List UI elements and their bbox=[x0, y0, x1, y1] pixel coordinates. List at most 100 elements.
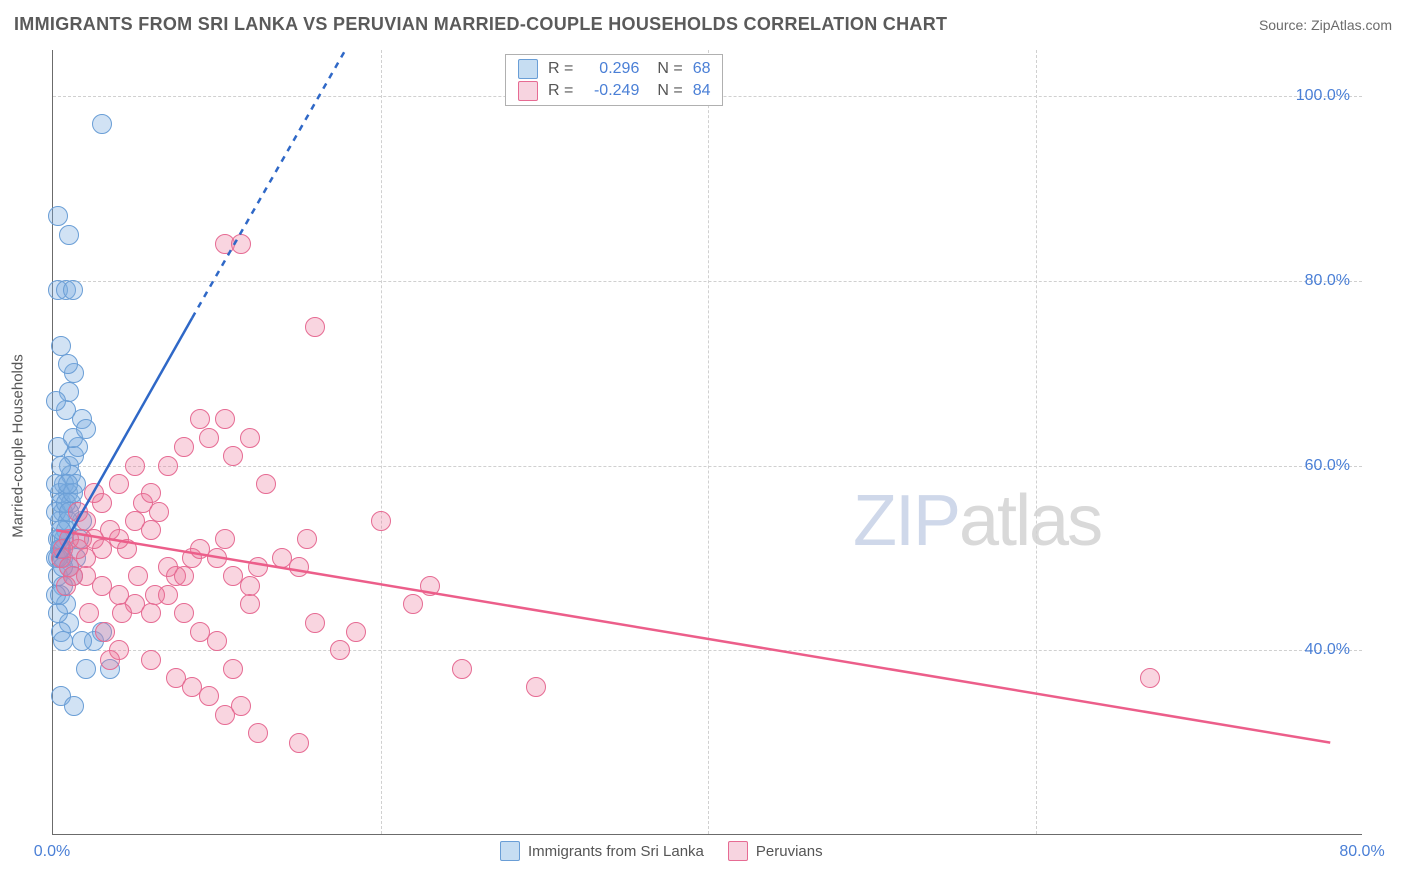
y-tick-label: 40.0% bbox=[1305, 641, 1350, 659]
n-value: 68 bbox=[693, 60, 711, 78]
scatter-point-peruvians bbox=[420, 576, 440, 596]
scatter-point-peruvians bbox=[305, 317, 325, 337]
scatter-point-sri_lanka bbox=[48, 603, 68, 623]
n-value: 84 bbox=[693, 82, 711, 100]
scatter-point-sri_lanka bbox=[53, 631, 73, 651]
scatter-point-peruvians bbox=[526, 677, 546, 697]
scatter-point-peruvians bbox=[141, 483, 161, 503]
chart-source: Source: ZipAtlas.com bbox=[1259, 17, 1392, 33]
correlation-legend-row: R =-0.249N =84 bbox=[518, 81, 710, 101]
scatter-point-peruvians bbox=[215, 529, 235, 549]
legend-item: Immigrants from Sri Lanka bbox=[500, 841, 704, 861]
scatter-point-sri_lanka bbox=[63, 280, 83, 300]
r-label: R = bbox=[548, 82, 573, 100]
scatter-point-peruvians bbox=[248, 723, 268, 743]
scatter-point-peruvians bbox=[158, 456, 178, 476]
scatter-point-peruvians bbox=[84, 483, 104, 503]
scatter-point-peruvians bbox=[289, 557, 309, 577]
n-label: N = bbox=[657, 60, 682, 78]
scatter-point-sri_lanka bbox=[46, 391, 66, 411]
scatter-point-sri_lanka bbox=[51, 336, 71, 356]
scatter-point-sri_lanka bbox=[76, 419, 96, 439]
scatter-point-sri_lanka bbox=[58, 354, 78, 374]
scatter-point-peruvians bbox=[145, 585, 165, 605]
scatter-point-peruvians bbox=[199, 428, 219, 448]
r-value: 0.296 bbox=[583, 60, 639, 78]
scatter-point-peruvians bbox=[207, 631, 227, 651]
scatter-point-sri_lanka bbox=[72, 631, 92, 651]
scatter-point-peruvians bbox=[207, 548, 227, 568]
scatter-point-peruvians bbox=[231, 234, 251, 254]
correlation-legend-row: R = 0.296 N = 68 bbox=[518, 59, 710, 79]
scatter-point-peruvians bbox=[223, 659, 243, 679]
scatter-point-peruvians bbox=[248, 557, 268, 577]
scatter-point-peruvians bbox=[231, 696, 251, 716]
x-tick-label: 80.0% bbox=[1339, 843, 1384, 861]
scatter-point-sri_lanka bbox=[64, 696, 84, 716]
scatter-chart: ZIPatlas 40.0% 60.0% 80.0% 100.0% R = 0.296 N … bbox=[52, 50, 1362, 835]
scatter-point-peruvians bbox=[141, 603, 161, 623]
scatter-point-peruvians bbox=[72, 529, 92, 549]
scatter-point-peruvians bbox=[112, 603, 132, 623]
scatter-point-peruvians bbox=[141, 520, 161, 540]
legend-swatch bbox=[728, 841, 748, 861]
scatter-point-peruvians bbox=[95, 622, 115, 642]
y-tick-label: 100.0% bbox=[1296, 87, 1350, 105]
gridline-vertical bbox=[381, 50, 382, 834]
legend-swatch bbox=[518, 59, 538, 79]
scatter-point-sri_lanka bbox=[76, 659, 96, 679]
watermark-atlas: atlas bbox=[959, 481, 1101, 561]
chart-title: IMMIGRANTS FROM SRI LANKA VS PERUVIAN MA… bbox=[14, 14, 947, 35]
y-tick-label: 80.0% bbox=[1305, 272, 1350, 290]
scatter-point-sri_lanka bbox=[51, 456, 71, 476]
scatter-point-peruvians bbox=[240, 428, 260, 448]
scatter-point-peruvians bbox=[371, 511, 391, 531]
scatter-point-sri_lanka bbox=[48, 437, 68, 457]
scatter-point-peruvians bbox=[256, 474, 276, 494]
scatter-point-peruvians bbox=[174, 603, 194, 623]
scatter-point-peruvians bbox=[100, 650, 120, 670]
legend-label: Peruvians bbox=[756, 843, 823, 860]
scatter-point-peruvians bbox=[223, 446, 243, 466]
chart-header: IMMIGRANTS FROM SRI LANKA VS PERUVIAN MA… bbox=[14, 14, 1392, 35]
scatter-point-peruvians bbox=[240, 594, 260, 614]
scatter-point-peruvians bbox=[76, 511, 96, 531]
correlation-legend: R = 0.296 N = 68 R =-0.249N =84 bbox=[505, 54, 723, 106]
scatter-point-peruvians bbox=[199, 686, 219, 706]
scatter-point-peruvians bbox=[190, 409, 210, 429]
x-tick-label: 0.0% bbox=[34, 843, 70, 861]
r-label: R = bbox=[548, 60, 573, 78]
legend-label: Immigrants from Sri Lanka bbox=[528, 843, 704, 860]
scatter-point-peruvians bbox=[141, 650, 161, 670]
watermark-zip: ZIP bbox=[853, 481, 959, 561]
legend-swatch bbox=[518, 81, 538, 101]
scatter-point-peruvians bbox=[305, 613, 325, 633]
scatter-point-peruvians bbox=[452, 659, 472, 679]
series-legend: Immigrants from Sri Lanka Peruvians bbox=[500, 841, 823, 861]
y-tick-label: 60.0% bbox=[1305, 457, 1350, 475]
scatter-point-peruvians bbox=[128, 566, 148, 586]
scatter-point-peruvians bbox=[215, 409, 235, 429]
scatter-point-peruvians bbox=[149, 502, 169, 522]
scatter-point-peruvians bbox=[297, 529, 317, 549]
scatter-point-peruvians bbox=[53, 539, 73, 559]
scatter-point-peruvians bbox=[109, 474, 129, 494]
scatter-point-sri_lanka bbox=[59, 225, 79, 245]
scatter-point-peruvians bbox=[125, 456, 145, 476]
scatter-point-sri_lanka bbox=[48, 206, 68, 226]
scatter-point-peruvians bbox=[240, 576, 260, 596]
scatter-point-sri_lanka bbox=[92, 114, 112, 134]
scatter-point-peruvians bbox=[174, 437, 194, 457]
scatter-point-peruvians bbox=[117, 539, 137, 559]
gridline-vertical bbox=[1036, 50, 1037, 834]
scatter-point-peruvians bbox=[79, 603, 99, 623]
scatter-point-peruvians bbox=[174, 566, 194, 586]
watermark: ZIPatlas bbox=[853, 480, 1101, 562]
legend-item: Peruvians bbox=[728, 841, 823, 861]
gridline-vertical bbox=[708, 50, 709, 834]
scatter-point-peruvians bbox=[56, 576, 76, 596]
scatter-point-peruvians bbox=[403, 594, 423, 614]
y-axis-label: Married-couple Households bbox=[10, 354, 27, 537]
scatter-point-peruvians bbox=[1140, 668, 1160, 688]
scatter-point-peruvians bbox=[346, 622, 366, 642]
